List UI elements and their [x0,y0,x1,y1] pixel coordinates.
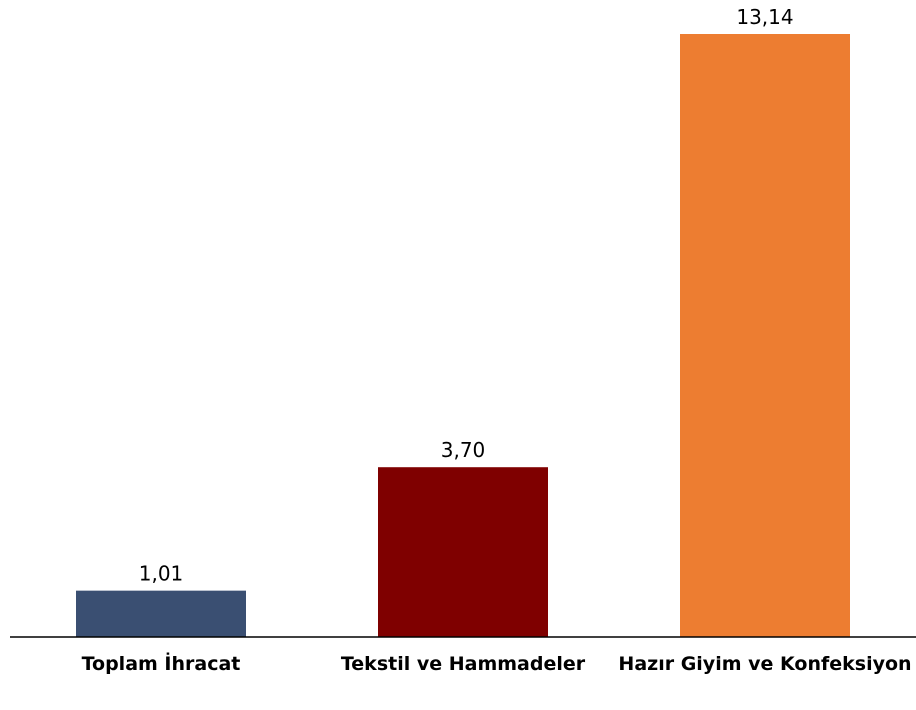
data-label: 13,14 [736,5,793,29]
x-label-box: Tekstil ve Hammadeler [340,653,586,675]
x-label-box: Hazır Giyim ve Konfeksiyon [618,653,912,675]
bar [378,467,548,637]
bar [680,34,850,637]
data-label: 1,01 [139,562,184,586]
x-tick-label: Toplam İhracat [81,653,241,675]
x-tick-label: Tekstil ve Hammadeler [340,653,586,675]
data-label: 3,70 [441,438,486,462]
x-label-box: Toplam İhracat [81,653,241,675]
bar [76,590,246,637]
x-tick-label: Hazır Giyim ve Konfeksiyon [618,653,912,675]
